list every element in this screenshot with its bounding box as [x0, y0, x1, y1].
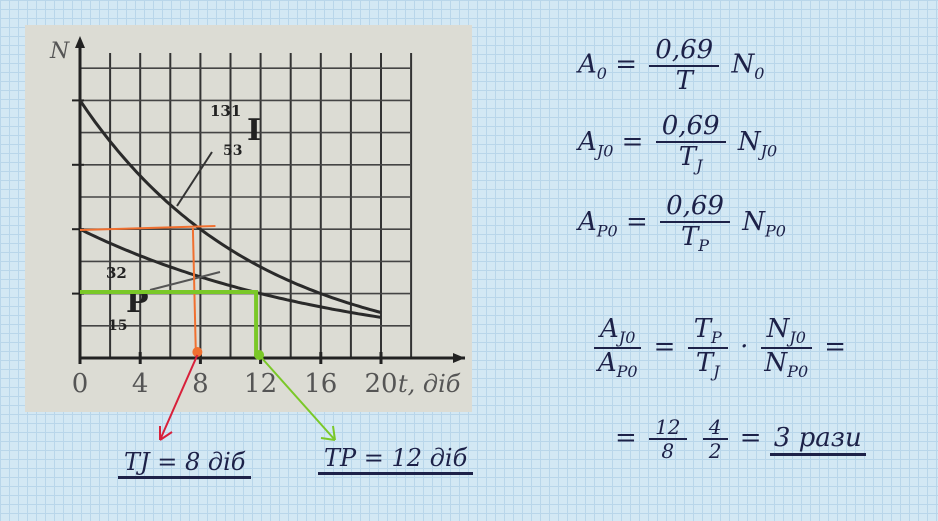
eq-num: T [693, 314, 712, 344]
eq-sub: P0 [764, 221, 786, 241]
eq-sub: J0 [760, 141, 778, 161]
eq-den: T [680, 221, 699, 252]
leader-line [176, 151, 213, 207]
eq-sub: P0 [616, 361, 638, 381]
eq-den: N [764, 347, 788, 378]
eq-den: A [597, 347, 617, 378]
x-axis-arrow-icon [453, 353, 465, 363]
eq-num: 0,69 [655, 112, 726, 143]
equation-activity-phosphorus: AP0 = 0,69 TP NP0 [578, 191, 786, 255]
eq-num: 4 [702, 416, 728, 440]
eq-sub: J0 [618, 328, 636, 348]
x-tick-label: 4 [132, 369, 149, 399]
element-symbol: I [247, 113, 261, 148]
eq-symbol: N [742, 207, 765, 238]
half-life-iodine: TJ = 8 діб [118, 448, 252, 479]
x-tick-label: 16 [304, 369, 337, 399]
eq-sub: J [713, 361, 720, 381]
leader-line [149, 271, 221, 291]
eq-sub: 0 [596, 63, 607, 83]
atomic-number-label: 15 [108, 318, 127, 334]
eq-sub: P [698, 235, 710, 255]
eq-sub: P [711, 328, 722, 348]
eq-sub: J0 [789, 328, 806, 348]
arrowhead-icon [159, 426, 173, 441]
eq-num: N [766, 314, 790, 344]
eq-sub: P0 [787, 361, 809, 381]
eq-sub: 0 [754, 63, 765, 83]
eq-den: 8 [661, 439, 675, 463]
eq-symbol: N [731, 49, 755, 80]
arrowhead-icon [320, 425, 336, 441]
eq-den: T [678, 141, 697, 172]
eq-num: A [600, 314, 619, 344]
x-tick-label: 8 [192, 369, 209, 399]
eq-num: 0,69 [660, 192, 730, 223]
eq-symbol: A [578, 49, 597, 80]
x-tick-label: 0 [72, 369, 89, 399]
equation-activity-iodine: AJ0 = 0,69 TJ NJ0 [578, 111, 778, 175]
equation-ratio: AJ0 AP0 = TP TJ · NJ0 NP0 = [590, 315, 846, 381]
atomic-number-label: 53 [223, 143, 242, 159]
eq-sub: J [696, 155, 703, 175]
eq-symbol: A [578, 207, 597, 238]
half-life-phosphorus: TP = 12 діб [318, 444, 474, 475]
eq-den: T [695, 347, 714, 378]
eq-symbol: N [737, 127, 761, 158]
x-tick-label: 12 [244, 369, 277, 399]
textbook-graph-photo [25, 25, 472, 412]
x-axis-label: t, діб [398, 370, 461, 398]
y-axis-arrow-icon [75, 36, 85, 48]
eq-den: 2 [708, 439, 722, 463]
mass-number-label: 131 [210, 102, 241, 120]
decay-curve-iodine [78, 99, 382, 314]
eq-num: 0,69 [649, 36, 720, 67]
answer: 3 рази [769, 423, 866, 456]
equation-activity-general: A0 = 0,69 T N0 [578, 35, 765, 96]
eq-num: 12 [649, 416, 687, 440]
arrow-to-tj [159, 354, 199, 441]
tj-marker [192, 347, 203, 357]
mass-number-label: 32 [106, 264, 127, 282]
x-tick-label: 20 [364, 369, 397, 399]
eq-sub: P0 [596, 221, 618, 241]
y-axis-label: N [49, 39, 70, 64]
decay-curve-phosphorus [79, 227, 382, 319]
half-life-line-horizontal [79, 225, 216, 231]
half-life-line-phosphorus [80, 290, 259, 356]
eq-sub: J0 [596, 141, 614, 161]
eq-den: T [675, 65, 693, 96]
arrow-to-tp [258, 354, 336, 441]
eq-symbol: A [578, 127, 597, 158]
